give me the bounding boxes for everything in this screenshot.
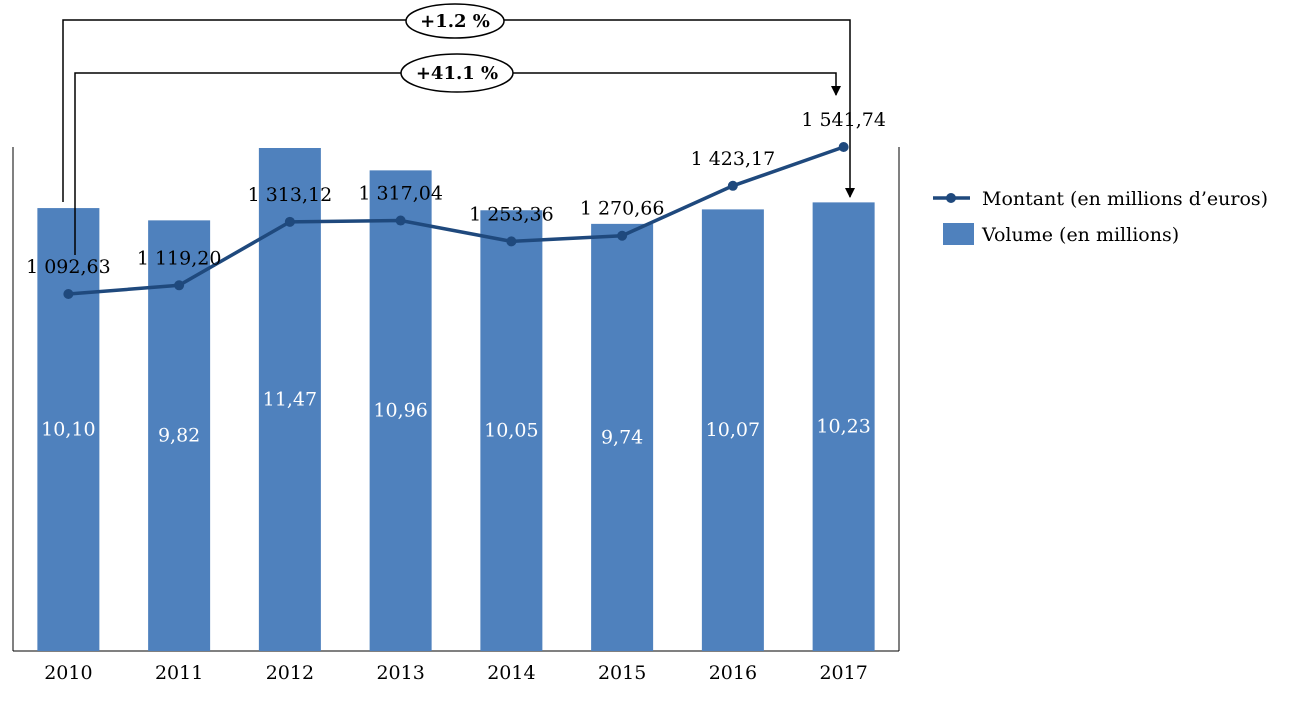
x-tick-2016: 2016 <box>709 662 757 684</box>
x-tick-2015: 2015 <box>598 662 646 684</box>
bracket-bars-growth <box>62 19 855 202</box>
x-tick-2017: 2017 <box>819 662 867 684</box>
legend-label-volume: Volume (en millions) <box>981 224 1179 246</box>
annotation-label-1-2: +1.2 % <box>420 11 490 32</box>
annotations: +1.2 % +41.1 % <box>62 3 855 255</box>
line-point-2013 <box>395 215 406 226</box>
line-label-2011: 1 119,20 <box>137 247 222 269</box>
bar-label-2014: 10,05 <box>484 420 538 442</box>
x-tick-2014: 2014 <box>487 662 535 684</box>
line-label-2016: 1 423,17 <box>691 148 776 170</box>
bar-label-2012: 11,47 <box>263 389 317 411</box>
bar-label-2017: 10,23 <box>816 416 870 438</box>
x-tick-2011: 2011 <box>155 662 203 684</box>
line-label-2014: 1 253,36 <box>469 203 554 225</box>
line-point-2017 <box>838 142 849 152</box>
legend-label-montant: Montant (en millions d’euros) <box>982 188 1268 210</box>
legend-line-marker <box>946 193 956 203</box>
annotation-oval-1-2 <box>405 3 505 39</box>
bar-label-2011: 9,82 <box>158 425 200 447</box>
plot-frame <box>12 147 900 652</box>
line-point-2015 <box>617 230 628 241</box>
line-point-2010 <box>63 289 74 299</box>
line-label-2015: 1 270,66 <box>580 198 665 220</box>
bar-series <box>37 148 875 652</box>
line-label-2013: 1 317,04 <box>358 183 443 205</box>
bar-2011 <box>148 220 211 651</box>
bar-label-2013: 10,96 <box>373 400 427 422</box>
line-label-2012: 1 313,12 <box>248 184 333 206</box>
x-tick-2010: 2010 <box>44 662 92 684</box>
bar-2017 <box>812 202 875 652</box>
bar-label-2016: 10,07 <box>706 419 760 441</box>
x-axis-ticks: 2010 2011 2012 2013 2014 2015 2016 2017 <box>44 662 868 684</box>
legend: Montant (en millions d’euros) Volume (en … <box>933 188 1268 246</box>
annotation-label-41-1: +41.1 % <box>416 63 498 84</box>
line-label-2017: 1 541,74 <box>801 109 886 131</box>
annotation-oval-41-1 <box>400 53 514 93</box>
line-labels: 1 092,63 1 119,20 1 313,12 1 317,04 1 253,36… <box>26 109 886 278</box>
bar-2016 <box>701 209 764 651</box>
bar-2015 <box>591 223 654 651</box>
bar-2013 <box>369 170 432 651</box>
line-series <box>63 142 849 299</box>
bar-label-2010: 10,10 <box>41 419 95 441</box>
line-point-2014 <box>506 236 517 247</box>
bar-labels: 10,10 9,82 11,47 10,96 10,05 9,74 10,07 10,23 <box>41 389 871 449</box>
x-tick-2012: 2012 <box>266 662 314 684</box>
bar-2010 <box>37 208 100 651</box>
legend-bar-swatch <box>943 223 974 245</box>
bar-2014 <box>480 210 543 651</box>
line-point-2011 <box>174 280 185 291</box>
x-tick-2013: 2013 <box>376 662 424 684</box>
line-path <box>68 145 845 296</box>
bar-label-2015: 9,74 <box>601 426 643 448</box>
line-point-2012 <box>284 216 295 227</box>
line-label-2010: 1 092,63 <box>26 256 111 278</box>
line-point-2016 <box>727 180 738 191</box>
